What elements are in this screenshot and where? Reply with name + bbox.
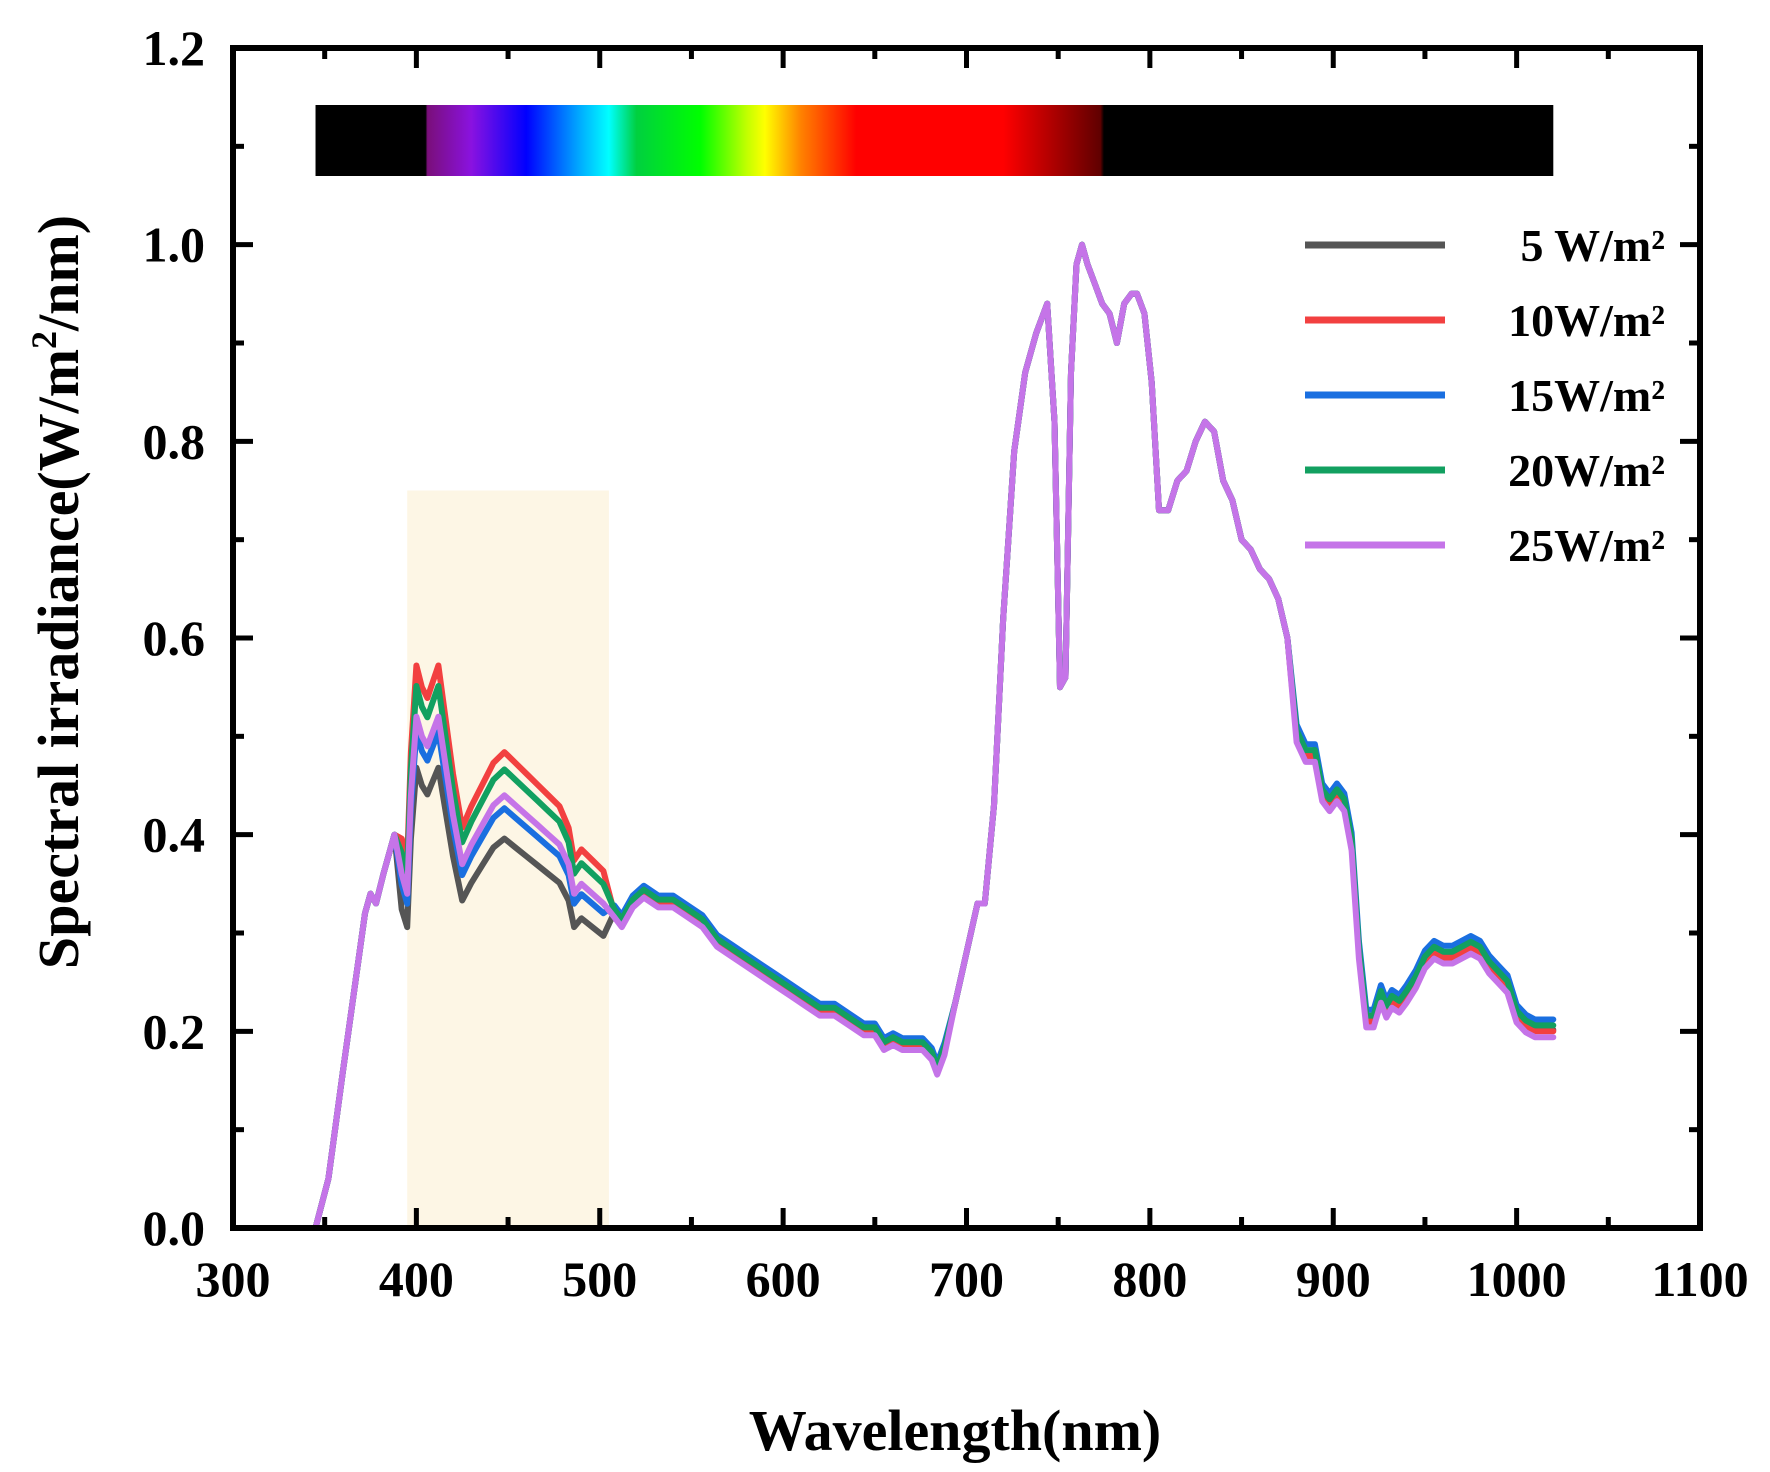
x-tick-label: 900	[1296, 1251, 1371, 1307]
axis-ticks	[230, 45, 1703, 1231]
y-tick-label: 0.0	[143, 1200, 206, 1256]
x-axis-title: Wavelength(nm)	[749, 1398, 1161, 1463]
y-tick-label: 1.2	[143, 20, 206, 76]
x-tick-labels: 300 400 500 600 700 800 900 1000 1100	[196, 1251, 1749, 1307]
series-line-5	[312, 241, 1557, 1231]
x-tick-label: 1000	[1467, 1251, 1567, 1307]
highlight-band	[407, 490, 609, 1228]
x-tick-label: 700	[929, 1251, 1004, 1307]
y-tick-label: 0.4	[143, 807, 206, 863]
legend-label: 10W/m²	[1508, 295, 1665, 346]
y-axis-title-superscript: 2	[24, 331, 64, 349]
x-tick-label: 400	[379, 1251, 454, 1307]
y-tick-label: 0.6	[143, 610, 206, 666]
x-tick-label: 300	[196, 1251, 271, 1307]
x-tick-label: 800	[1112, 1251, 1187, 1307]
x-tick-label: 600	[746, 1251, 821, 1307]
y-tick-label: 1.0	[143, 217, 206, 273]
legend-label: 20W/m²	[1508, 445, 1665, 496]
y-axis-title-tail: /nm)	[26, 215, 91, 332]
y-axis-title: Spectral irradiance(W/m2/nm)	[24, 215, 91, 969]
legend-label: 15W/m²	[1508, 370, 1665, 421]
x-tick-label: 1100	[1651, 1251, 1748, 1307]
legend-label: 25W/m²	[1508, 520, 1665, 571]
x-tick-label: 500	[562, 1251, 637, 1307]
y-tick-label: 0.2	[143, 1003, 206, 1059]
visible-spectrum-bar	[315, 105, 1554, 176]
series-layer	[312, 241, 1557, 1231]
legend-label: 5 W/m²	[1520, 220, 1665, 271]
y-tick-label: 0.8	[143, 413, 206, 469]
y-tick-labels: 0.0 0.2 0.4 0.6 0.8 1.0 1.2	[143, 20, 206, 1256]
legend: 5 W/m² 10W/m² 15W/m² 20W/m² 25W/m²	[1305, 220, 1665, 571]
